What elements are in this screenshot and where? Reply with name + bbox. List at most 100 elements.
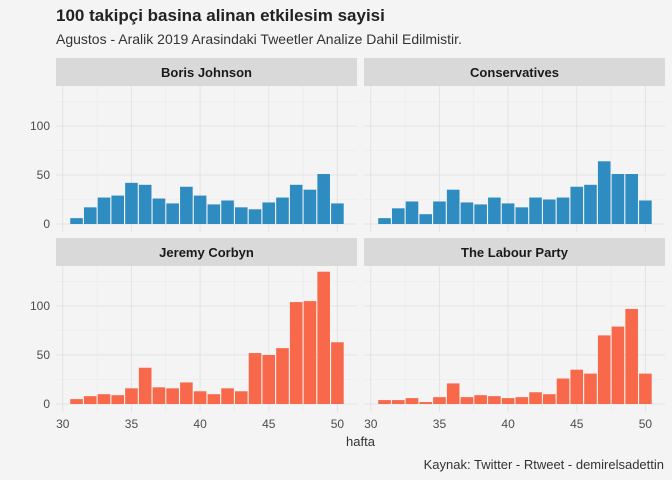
bar — [501, 203, 515, 224]
bar — [488, 197, 501, 224]
bar — [234, 207, 248, 224]
chart-title: 100 takipçi basina alinan etkilesim sayi… — [56, 6, 385, 25]
bar — [391, 400, 405, 404]
bar — [515, 207, 529, 224]
bar — [262, 355, 276, 404]
x-tick-label: 45 — [570, 417, 584, 431]
bar — [584, 184, 597, 224]
bar — [419, 402, 433, 404]
bar — [584, 373, 597, 404]
bar — [193, 195, 207, 224]
bar — [180, 382, 193, 404]
y-tick-label: 100 — [30, 299, 50, 313]
bar — [433, 397, 446, 404]
bar — [597, 335, 611, 404]
facet-label: Conservatives — [470, 65, 559, 80]
bar — [303, 189, 317, 224]
bar — [166, 388, 179, 404]
bar — [488, 396, 501, 404]
panel-conservatives: Conservatives — [364, 58, 665, 232]
bar — [207, 204, 221, 224]
bar — [180, 186, 193, 224]
bar — [378, 218, 391, 224]
bar — [556, 378, 570, 404]
bar — [419, 214, 433, 224]
panel-the-labour-party: The Labour Party 30 35 40 45 50 — [364, 238, 665, 431]
bar — [70, 399, 83, 404]
bar — [207, 394, 221, 404]
bar — [501, 398, 515, 404]
facet-label: Jeremy Corbyn — [159, 245, 254, 260]
y-tick-label: 0 — [43, 397, 50, 411]
bar — [542, 199, 556, 224]
bar — [138, 367, 152, 404]
bar — [193, 391, 207, 404]
bar — [331, 203, 344, 224]
y-tick-label: 50 — [37, 168, 51, 182]
bar — [70, 218, 83, 224]
bar — [625, 174, 638, 224]
bar — [570, 369, 584, 404]
bar — [166, 203, 179, 224]
bar — [303, 301, 317, 404]
bar — [378, 400, 391, 404]
bar — [97, 197, 111, 224]
facet-strip — [364, 238, 665, 266]
facet-label: Boris Johnson — [161, 65, 252, 80]
bar — [331, 342, 344, 404]
bar — [474, 395, 487, 404]
bar — [433, 201, 446, 224]
bar — [152, 198, 166, 224]
facet-strip — [364, 58, 665, 86]
x-tick-label: 30 — [364, 417, 378, 431]
x-tick-label: 35 — [433, 417, 447, 431]
bar — [234, 391, 248, 404]
chart-caption: Kaynak: Twitter - Rtweet - demirelsadett… — [423, 457, 664, 472]
x-tick-label: 30 — [56, 417, 70, 431]
bar — [125, 388, 138, 404]
x-tick-label: 40 — [193, 417, 207, 431]
bar — [556, 197, 570, 224]
bar — [83, 396, 97, 404]
facet-strip — [56, 58, 357, 86]
panel-jeremy-corbyn: Jeremy Corbyn 0 50 100 30 35 40 45 50 — [30, 238, 357, 431]
bar — [625, 308, 638, 404]
bar — [97, 394, 111, 404]
chart-subtitle: Agustos - Aralik 2019 Arasindaki Tweetle… — [56, 31, 462, 47]
bar — [529, 392, 542, 404]
bar — [474, 204, 487, 224]
bar — [248, 353, 262, 404]
bar — [542, 394, 556, 404]
bar — [515, 397, 529, 404]
bar — [276, 348, 289, 404]
y-tick-label: 50 — [37, 348, 51, 362]
bar — [391, 208, 405, 224]
x-tick-label: 45 — [262, 417, 276, 431]
x-tick-label: 50 — [639, 417, 653, 431]
bar — [639, 200, 652, 224]
bar — [639, 373, 652, 404]
x-tick-label: 50 — [331, 417, 345, 431]
bar — [611, 326, 625, 404]
x-axis-title: hafta — [346, 434, 376, 449]
bar — [460, 397, 474, 404]
bar — [221, 388, 234, 404]
bar — [405, 201, 419, 224]
bar — [570, 186, 584, 224]
bar — [446, 189, 460, 224]
bar — [289, 302, 303, 404]
bar — [152, 387, 166, 404]
bar — [317, 271, 330, 404]
x-tick-label: 40 — [501, 417, 515, 431]
panel-boris-johnson: Boris Johnson 0 50 100 — [30, 58, 357, 232]
bar — [138, 184, 152, 224]
bar — [248, 209, 262, 224]
bar — [221, 200, 234, 224]
facet-label: The Labour Party — [461, 245, 569, 260]
bar — [125, 182, 138, 224]
x-tick-label: 35 — [125, 417, 139, 431]
bar — [317, 174, 330, 224]
bar — [446, 383, 460, 404]
bar — [262, 202, 276, 224]
